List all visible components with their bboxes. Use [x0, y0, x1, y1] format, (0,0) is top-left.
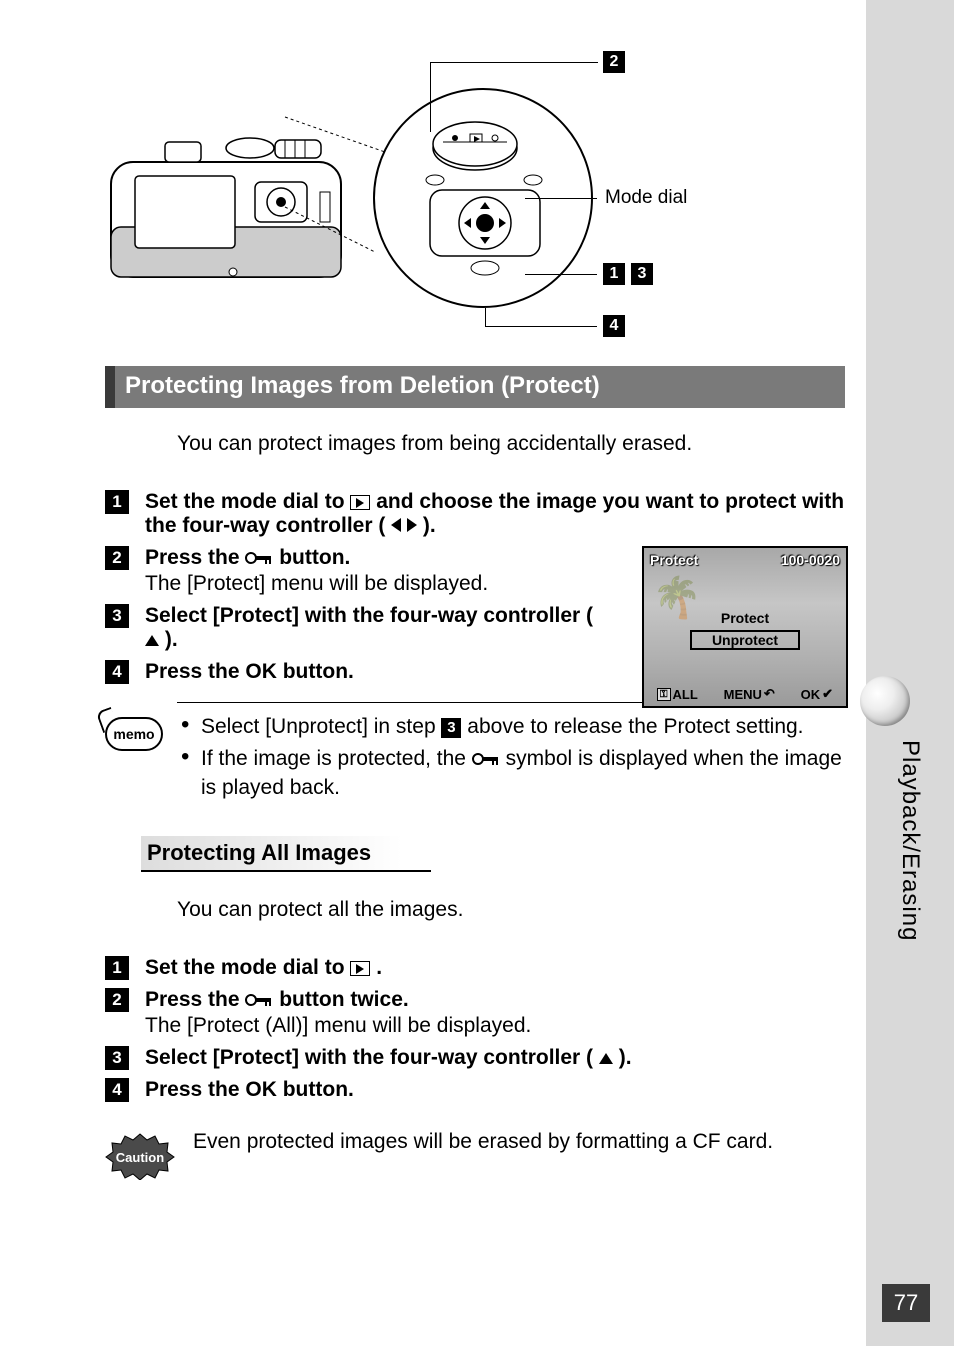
step-text: ).	[159, 628, 178, 651]
caution-icon: Caution	[105, 1130, 175, 1180]
palm-bg-icon: 🌴	[652, 574, 702, 621]
step-number: 1	[105, 490, 129, 514]
step-text: Select [Protect] with the four-way contr…	[145, 604, 593, 627]
inline-step-ref: 3	[441, 718, 461, 738]
step-2: 2 Press the button. The [Protect] menu w…	[105, 546, 605, 596]
camera-screen-mockup: Protect 100-0020 🌴 Protect Unprotect ⚿AL…	[642, 546, 848, 708]
playback-icon	[350, 495, 370, 510]
memo-text: If the image is protected, the	[201, 747, 472, 770]
step-text: Set the mode dial to	[145, 956, 350, 979]
step-1: 1 Set the mode dial to and choose the im…	[105, 490, 845, 538]
step-text: .	[370, 956, 382, 979]
step2-3: 3 Select [Protect] with the four-way con…	[105, 1046, 845, 1070]
step-text: ).	[417, 514, 436, 537]
page-content: 2 Mode dial 1 3 4 Protecting Images from…	[105, 52, 845, 1180]
mode-dial-label: Mode dial	[605, 187, 687, 209]
step2-1: 1 Set the mode dial to .	[105, 956, 845, 980]
diagram-callout-1: 1	[603, 263, 625, 285]
step-number: 3	[105, 1046, 129, 1070]
step-desc: The [Protect] menu will be displayed.	[145, 572, 605, 596]
up-arrow-icon	[145, 635, 159, 646]
section-header: Protecting Images from Deletion (Protect…	[105, 366, 845, 408]
step-text: ).	[613, 1046, 632, 1069]
back-arrow-icon: ↶	[764, 686, 775, 702]
step-text: Press the	[145, 546, 245, 569]
step-4: 4 Press the OK button.	[105, 660, 605, 684]
screen-title: Protect	[650, 552, 698, 568]
memo-item: If the image is protected, the symbol is…	[177, 745, 845, 802]
step-number: 4	[105, 1078, 129, 1102]
section-tab-indicator	[860, 676, 910, 726]
steps-block-1: 1 Set the mode dial to and choose the im…	[105, 490, 845, 684]
footer-all: ALL	[673, 687, 698, 702]
screen-option-unprotect: Unprotect	[690, 630, 800, 650]
diagram-callout-3: 3	[631, 263, 653, 285]
step-text: Press the OK button.	[145, 660, 605, 684]
right-margin: Playback/Erasing 77	[866, 0, 954, 1346]
step-text: Set the mode dial to	[145, 490, 350, 513]
step-text: Press the OK button.	[145, 1078, 845, 1102]
caution-text: Even protected images will be erased by …	[193, 1128, 813, 1156]
step-number: 4	[105, 660, 129, 684]
steps-block-2: 1 Set the mode dial to . 2 Press the but…	[105, 956, 845, 1102]
step-text: button twice.	[273, 988, 408, 1011]
memo-block: memo Select [Unprotect] in step 3 above …	[105, 713, 845, 806]
protect-key-icon	[245, 550, 273, 566]
caution-label: Caution	[116, 1150, 164, 1165]
step-desc: The [Protect (All)] menu will be display…	[145, 1014, 845, 1038]
step-text: Select [Protect] with the four-way contr…	[145, 1046, 599, 1069]
right-arrow-icon	[407, 518, 417, 532]
caution-block: Caution Even protected images will be er…	[105, 1128, 845, 1180]
step-number: 1	[105, 956, 129, 980]
step-3: 3 Select [Protect] with the four-way con…	[105, 604, 605, 652]
side-section-label: Playback/Erasing	[896, 740, 924, 941]
protect-key-icon	[245, 992, 273, 1008]
step2-4: 4 Press the OK button.	[105, 1078, 845, 1102]
page-number: 77	[882, 1284, 930, 1322]
step-text: Press the	[145, 988, 245, 1011]
section-title: Protecting Images from Deletion (Protect…	[125, 372, 600, 400]
step-number: 2	[105, 546, 129, 570]
footer-menu: MENU	[724, 687, 762, 702]
check-icon: ✔	[822, 686, 833, 702]
step-number: 3	[105, 604, 129, 628]
memo-item: Select [Unprotect] in step 3 above to re…	[177, 713, 845, 741]
footer-ok: OK	[801, 687, 821, 702]
memo-icon: memo	[105, 717, 163, 751]
subheading: Protecting All Images	[141, 836, 431, 872]
step2-2: 2 Press the button twice. The [Protect (…	[105, 988, 845, 1038]
memo-text: above to release the Protect setting.	[461, 715, 803, 738]
diagram-callout-2: 2	[603, 51, 625, 73]
up-arrow-icon	[599, 1053, 613, 1064]
memo-text: Select [Unprotect] in step	[201, 715, 441, 738]
intro-text: You can protect images from being accide…	[177, 432, 845, 456]
protect-key-icon	[472, 751, 500, 767]
screen-option-protect: Protect	[690, 610, 800, 626]
playback-icon	[350, 961, 370, 976]
camera-diagram: 2 Mode dial 1 3 4	[105, 52, 845, 352]
protect-key-icon: ⚿	[657, 688, 671, 701]
step-number: 2	[105, 988, 129, 1012]
step-text: button.	[273, 546, 350, 569]
zoom-leader-lines	[275, 102, 405, 282]
memo-list: Select [Unprotect] in step 3 above to re…	[177, 713, 845, 806]
intro2-text: You can protect all the images.	[177, 898, 845, 922]
diagram-callout-4: 4	[603, 315, 625, 337]
left-arrow-icon	[391, 518, 401, 532]
screen-counter: 100-0020	[781, 552, 840, 568]
